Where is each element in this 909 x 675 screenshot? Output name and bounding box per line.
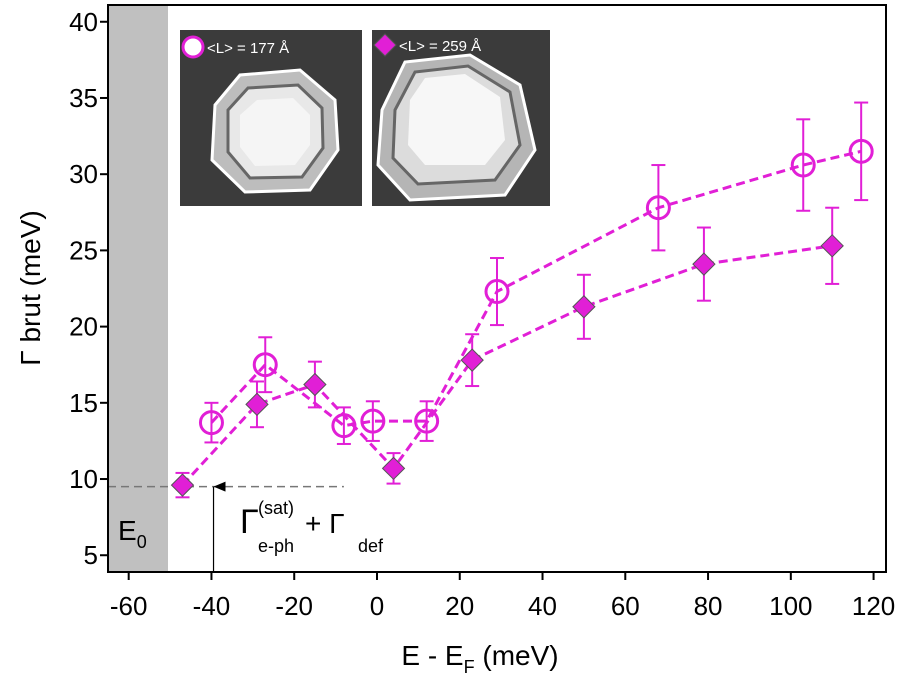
x-tick-label: 60 [611, 591, 640, 621]
x-tick-label: 80 [694, 591, 723, 621]
annotation-plus: + Γ [305, 508, 345, 539]
x-tick-label: -40 [193, 591, 231, 621]
marker-circle [198, 410, 224, 436]
x-label-main: E - E [401, 640, 463, 671]
x-tick-label: 120 [852, 591, 895, 621]
series-line [210, 149, 862, 428]
x-tick-label: 20 [445, 591, 474, 621]
marker-diamond [692, 252, 716, 276]
y-tick-label: 30 [69, 159, 98, 189]
x-tick-label: 0 [370, 591, 384, 621]
y-axis-label: Γ brut (meV) [15, 210, 46, 365]
e0-sub: 0 [137, 532, 147, 552]
marker-circle [414, 408, 440, 434]
annotation-gamma: Γ [240, 503, 259, 541]
marker-diamond [170, 473, 195, 497]
marker-diamond [381, 456, 406, 481]
legend-label: <L> = 177 Å [207, 40, 289, 57]
marker-diamond [303, 372, 327, 397]
marker-circle [848, 138, 874, 164]
y-tick-label: 20 [69, 312, 98, 342]
shaded-region [108, 5, 169, 572]
marker-diamond [820, 234, 844, 258]
marker-circle [484, 279, 510, 305]
marker-circle [252, 352, 278, 378]
y-tick-label: 25 [69, 235, 98, 265]
y-tick-label: 40 [69, 7, 98, 37]
x-tick-label: 40 [528, 591, 557, 621]
legend-marker [181, 35, 205, 59]
y-tick-label: 15 [69, 388, 98, 418]
annotation-sub: e-ph [258, 536, 294, 556]
x-label-tail: (meV) [475, 640, 559, 671]
marker-diamond [460, 348, 484, 372]
plot-frame [107, 4, 887, 573]
inset-images [180, 30, 550, 206]
annotation-e0: E0 [118, 515, 147, 552]
marker-circle [360, 408, 386, 434]
annotation-sub: def [358, 536, 384, 556]
x-tick-label: -60 [110, 591, 148, 621]
marker-circle [645, 195, 671, 221]
y-tick-label: 10 [69, 464, 98, 494]
legend-label: <L> = 259 Å [399, 38, 481, 55]
marker-diamond [245, 392, 269, 417]
series-line [181, 244, 833, 487]
y-tick-label: 35 [69, 83, 98, 113]
x-tick-label: -20 [275, 591, 313, 621]
x-tick-label: 100 [769, 591, 812, 621]
marker-diamond [572, 295, 596, 319]
legend-marker [373, 33, 397, 57]
marker-circle [790, 152, 816, 178]
x-axis-label: E - EF (meV) [401, 640, 558, 675]
x-label-sub: F [464, 657, 475, 675]
y-tick-label: 5 [84, 540, 98, 570]
annotation-sup: (sat) [258, 498, 294, 518]
e0-main: E [118, 515, 137, 546]
